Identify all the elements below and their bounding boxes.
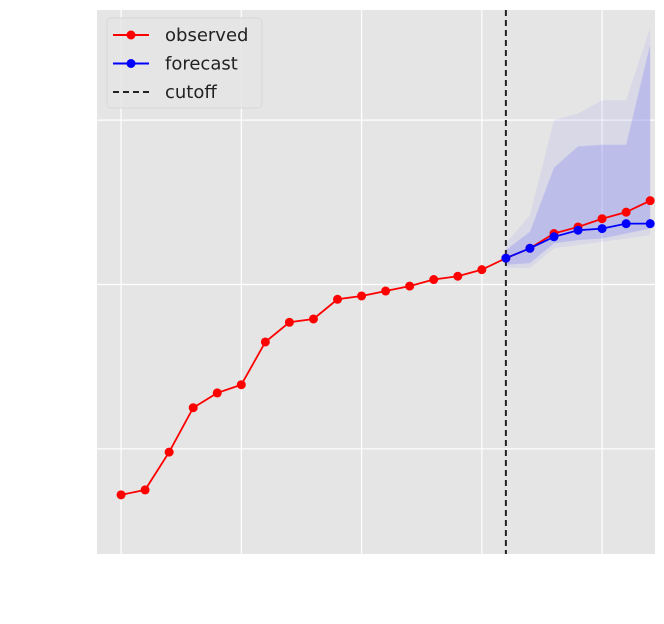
forecast-point xyxy=(501,253,511,263)
observed-point xyxy=(164,447,174,457)
observed-point xyxy=(308,314,318,324)
observed-point xyxy=(381,286,391,296)
legend: observed forecast cutoff xyxy=(106,17,263,109)
outer-interval-band xyxy=(505,28,651,269)
observed-point xyxy=(621,207,631,217)
observed-point xyxy=(140,485,150,495)
observed-point xyxy=(597,214,607,224)
observed-point xyxy=(212,388,222,398)
observed-point xyxy=(116,490,126,500)
series-group xyxy=(116,196,655,500)
observed-point xyxy=(260,337,270,347)
forecast-intervals xyxy=(505,28,651,269)
observed-point xyxy=(357,291,367,301)
legend-label: observed xyxy=(165,25,248,46)
legend-label: forecast xyxy=(165,54,238,75)
observed-point xyxy=(645,196,655,206)
observed-point xyxy=(333,294,343,304)
observed-point xyxy=(405,281,415,291)
observed-point xyxy=(188,403,198,413)
forecast-point xyxy=(645,219,655,229)
legend-entry-forecast: forecast xyxy=(113,54,238,75)
observed-point xyxy=(477,265,487,275)
legend-entry-cutoff: cutoff xyxy=(113,82,217,103)
legend-entry-observed: observed xyxy=(113,25,248,46)
legend-marker xyxy=(126,30,136,40)
forecast-point xyxy=(573,225,583,235)
observed-point xyxy=(453,271,463,281)
observed-point xyxy=(236,380,246,390)
legend-marker xyxy=(126,59,136,68)
inner-interval-band xyxy=(505,44,651,265)
observed-point xyxy=(429,275,439,285)
legend-label: cutoff xyxy=(165,82,217,103)
observed-point xyxy=(284,317,294,327)
forecast-point xyxy=(597,224,607,234)
forecast-point xyxy=(621,219,631,229)
legend-box xyxy=(106,17,263,109)
forecast-point xyxy=(549,232,559,242)
forecast-point xyxy=(525,243,535,253)
